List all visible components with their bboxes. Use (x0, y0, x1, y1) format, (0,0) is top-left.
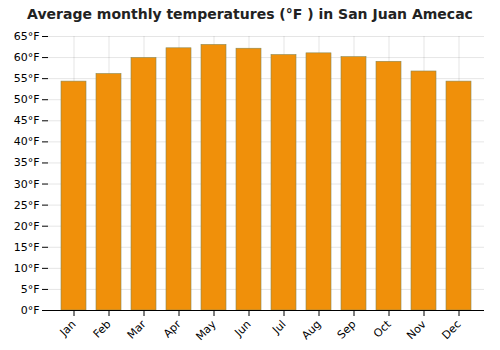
svg-text:55°F: 55°F (14, 72, 40, 85)
svg-text:Oct: Oct (371, 317, 394, 340)
svg-text:25°F: 25°F (14, 199, 40, 212)
svg-text:Mar: Mar (125, 317, 149, 341)
svg-text:40°F: 40°F (14, 135, 40, 148)
svg-text:Dec: Dec (439, 318, 463, 342)
svg-text:Sep: Sep (335, 318, 359, 342)
svg-text:May: May (193, 317, 219, 343)
svg-text:65°F: 65°F (14, 30, 40, 43)
svg-text:10°F: 10°F (14, 262, 40, 275)
svg-text:60°F: 60°F (14, 51, 40, 64)
svg-text:35°F: 35°F (14, 156, 40, 169)
svg-text:50°F: 50°F (14, 93, 40, 106)
svg-text:20°F: 20°F (14, 220, 40, 233)
svg-text:Feb: Feb (91, 318, 114, 341)
svg-text:Jan: Jan (57, 318, 79, 340)
svg-text:Jun: Jun (232, 318, 254, 340)
svg-text:Aug: Aug (299, 318, 323, 342)
html-text:Average monthly temperatures (: Average monthly temperatures (°F ) in Sa… (27, 6, 473, 22)
svg-text:45°F: 45°F (14, 114, 40, 127)
svg-text:Jul: Jul (269, 318, 288, 337)
svg-text:15°F: 15°F (14, 241, 40, 254)
svg-text:5°F: 5°F (21, 283, 40, 296)
svg-text:0°F: 0°F (21, 304, 40, 317)
svg-text:Nov: Nov (404, 317, 429, 342)
svg-text:30°F: 30°F (14, 178, 40, 191)
svg-text:Apr: Apr (161, 317, 184, 340)
